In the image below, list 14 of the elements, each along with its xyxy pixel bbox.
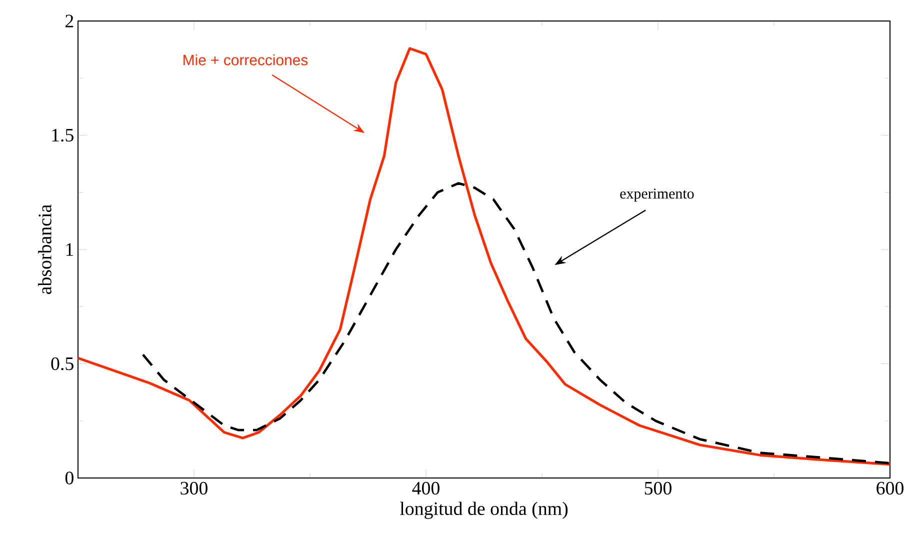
y-tick-label: 1.5 bbox=[52, 128, 74, 142]
y-axis-title: absorbancia bbox=[38, 204, 52, 294]
y-tick-label: 0 bbox=[65, 472, 74, 484]
annotation: experimento bbox=[620, 188, 694, 202]
line-series bbox=[76, 47, 892, 466]
x-tick-label: 500 bbox=[644, 482, 672, 495]
y-tick-label: 0.5 bbox=[51, 357, 74, 370]
y-tick-label: 1 bbox=[66, 243, 74, 256]
x-tick-label: 300 bbox=[180, 482, 208, 495]
x-tick-label: 400 bbox=[412, 482, 440, 495]
x-axis-title: longitud de onda (nm) bbox=[400, 502, 568, 519]
x-tick-label: 600 bbox=[876, 482, 904, 495]
y-tick-label: 2 bbox=[66, 14, 74, 28]
annotation: Mie + correcciones bbox=[184, 54, 308, 66]
